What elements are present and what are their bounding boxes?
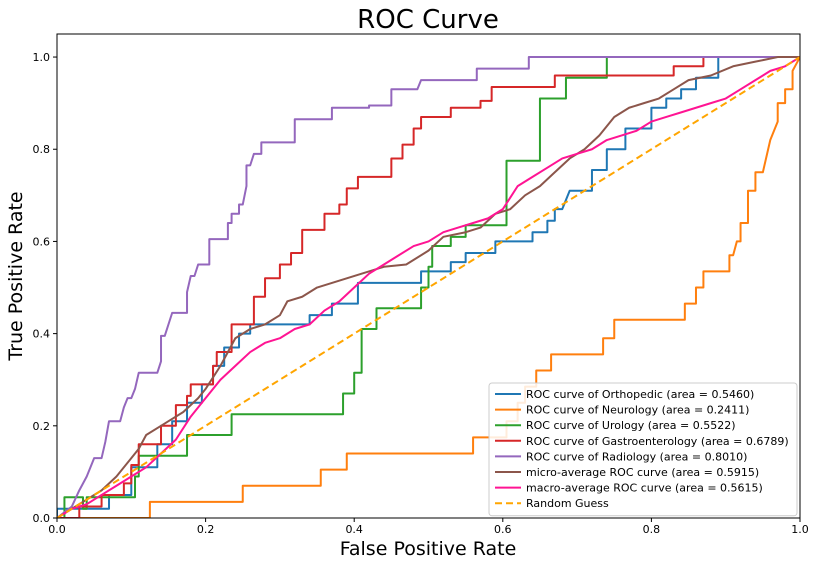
series-line-1 xyxy=(57,56,800,518)
x-tick-label: 0.8 xyxy=(643,523,661,536)
y-tick-label: 0.2 xyxy=(33,420,51,433)
series-line-7 xyxy=(57,56,800,518)
series-line-6 xyxy=(57,56,800,518)
y-tick-label: 0.0 xyxy=(33,512,51,525)
y-tick-label: 0.6 xyxy=(33,235,51,248)
series-line-2 xyxy=(57,56,800,518)
legend-label-0: ROC curve of Orthopedic (area = 0.5460) xyxy=(526,388,754,401)
x-tick-label: 0.6 xyxy=(494,523,512,536)
legend-label-5: micro-average ROC curve (area = 0.5915) xyxy=(526,466,759,479)
x-tick-label: 0.0 xyxy=(48,523,66,536)
legend-label-6: macro-average ROC curve (area = 0.5615) xyxy=(526,482,763,495)
legend: ROC curve of Orthopedic (area = 0.5460) R… xyxy=(488,382,798,517)
plot-frame xyxy=(56,33,801,519)
series-line-3 xyxy=(57,56,800,518)
y-tick-label: 0.4 xyxy=(33,328,51,341)
legend-label-4: ROC curve of Radiology (area = 0.8010) xyxy=(526,450,747,463)
x-tick-label: 0.4 xyxy=(345,523,363,536)
legend-label-1: ROC curve of Neurology (area = 0.2411) xyxy=(526,404,749,417)
legend-label-3: ROC curve of Gastroenterology (area = 0.… xyxy=(526,435,789,448)
series-line-5 xyxy=(57,56,800,518)
legend-label-7: Random Guess xyxy=(526,497,609,510)
x-axis-label: False Positive Rate xyxy=(340,538,517,560)
legend-box xyxy=(488,382,798,517)
y-axis-label: True Positive Rate xyxy=(5,191,27,361)
legend-label-2: ROC curve of Urology (area = 0.5522) xyxy=(526,419,736,432)
x-tick-label: 1.0 xyxy=(791,523,809,536)
chart-title: ROC Curve xyxy=(357,5,499,35)
series-line-4 xyxy=(57,56,800,518)
x-tick-label: 0.2 xyxy=(197,523,215,536)
y-tick-label: 0.8 xyxy=(33,143,51,156)
y-tick-label: 1.0 xyxy=(33,51,51,64)
